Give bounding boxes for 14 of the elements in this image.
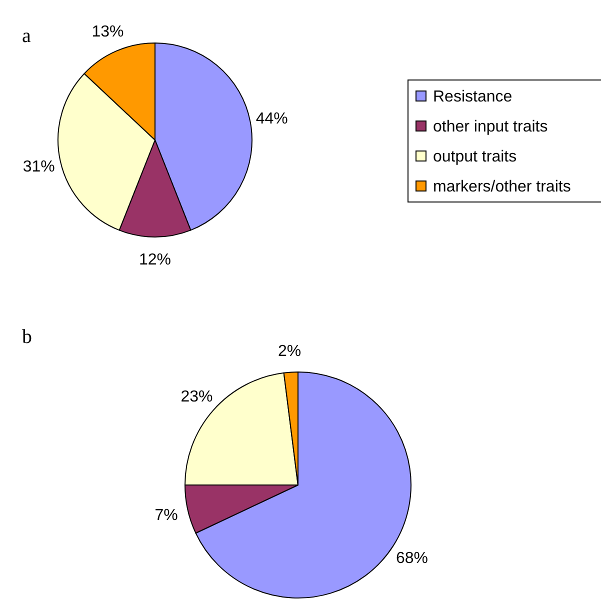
data-label: 68%	[396, 550, 428, 567]
data-label: 12%	[138, 252, 172, 269]
data-label: 13%	[92, 23, 124, 40]
data-label: 23%	[180, 388, 213, 406]
data-label: 44%	[256, 110, 288, 128]
chart-title: b	[22, 326, 32, 348]
legend-label: output traits	[433, 148, 517, 166]
legend-label: other input traits	[433, 118, 548, 136]
data-label: 31%	[22, 158, 55, 176]
data-label: 2%	[278, 342, 302, 360]
legend-label: Resistance	[433, 88, 512, 106]
chart-title: a	[22, 25, 31, 47]
data-label: 7%	[154, 507, 178, 524]
legend-label: markers/other traits	[433, 178, 571, 196]
